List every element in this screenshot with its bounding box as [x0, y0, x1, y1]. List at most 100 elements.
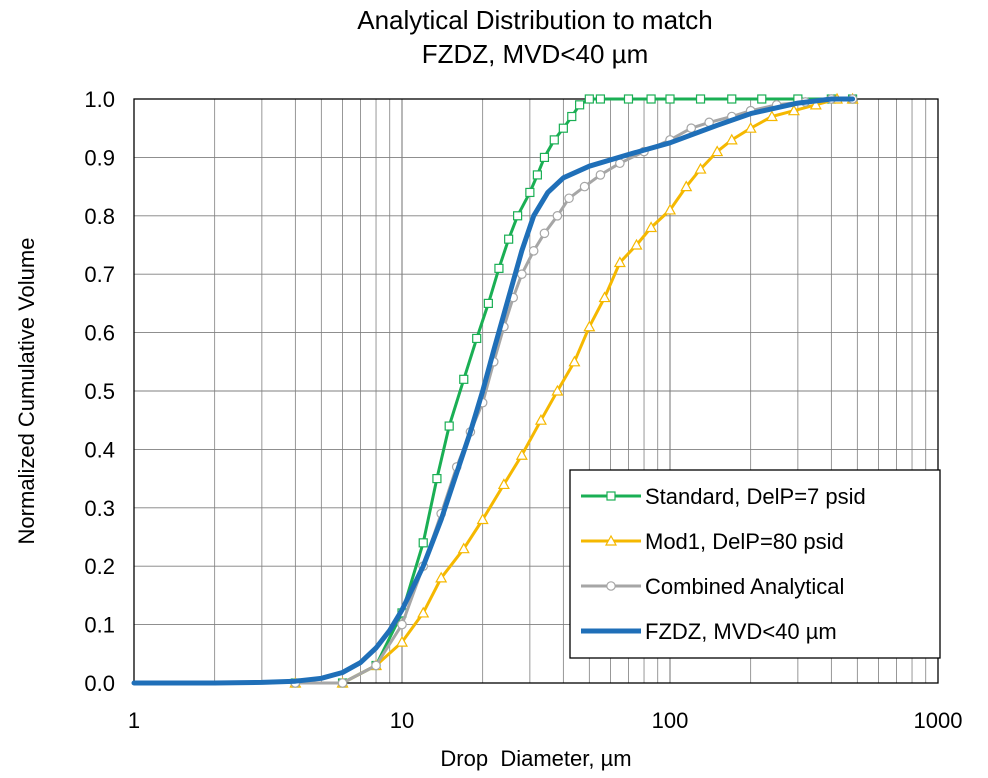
triangle-marker [694, 162, 707, 174]
square-marker [646, 94, 656, 104]
square-marker [472, 333, 482, 344]
square-marker [558, 123, 568, 133]
square-marker [549, 135, 559, 145]
plot-frame [133, 98, 939, 684]
triangle-marker [711, 145, 724, 157]
triangle-marker [630, 238, 643, 250]
circle-marker [528, 246, 539, 256]
triangle-marker [663, 203, 677, 215]
square-marker [584, 94, 594, 104]
x-tick-label: 10 [390, 708, 414, 733]
series-line [131, 96, 856, 686]
chart-title-line-2: FZDZ, MVD<40 µm [422, 39, 649, 69]
legend-box [569, 469, 941, 659]
x-tick-label: 100 [652, 708, 689, 733]
square-marker [525, 187, 535, 198]
triangle-marker [744, 121, 757, 133]
legend-item: Combined Analytical [581, 574, 844, 599]
square-marker [444, 421, 454, 431]
triangle-marker [551, 384, 564, 396]
circle-marker [595, 170, 606, 180]
legend-item: Standard, DelP=7 psid [581, 484, 866, 509]
triangle-marker [725, 133, 738, 145]
square-marker [757, 94, 767, 104]
square-marker [494, 263, 504, 273]
square-marker [418, 538, 428, 548]
square-marker [483, 298, 493, 308]
square-marker [695, 94, 706, 104]
y-tick-label: 0.8 [84, 204, 115, 229]
circle-marker [564, 193, 574, 204]
square-marker [665, 94, 675, 104]
triangle-marker [497, 478, 510, 490]
triangle-marker [435, 571, 448, 583]
y-tick-label: 1.0 [84, 87, 115, 112]
circle-marker [606, 581, 616, 591]
circle-marker [686, 123, 697, 133]
y-tick-label: 0.6 [84, 321, 115, 346]
legend-label: Combined Analytical [645, 574, 844, 599]
square-marker [513, 211, 523, 221]
triangle-marker [765, 110, 778, 122]
y-tick-label: 0.9 [84, 145, 115, 170]
legend-label: Mod1, DelP=80 psid [645, 529, 844, 554]
y-tick-label: 0.2 [84, 554, 115, 579]
triangle-marker [809, 98, 822, 110]
square-marker [459, 374, 469, 384]
triangle-marker [604, 534, 618, 546]
y-axis-label: Normalized Cumulative Volume [14, 238, 39, 545]
circle-marker [397, 619, 407, 630]
square-marker [606, 491, 616, 501]
triangle-marker [417, 606, 430, 618]
triangle-marker [395, 635, 409, 647]
circle-marker [371, 660, 381, 671]
circle-marker [579, 181, 590, 192]
x-tick-label: 1000 [914, 708, 963, 733]
square-marker [727, 94, 737, 104]
y-tick-label: 0.5 [84, 379, 115, 404]
circle-marker [517, 269, 527, 279]
triangle-marker [583, 320, 596, 332]
square-marker [504, 234, 514, 244]
square-marker [532, 170, 542, 180]
x-tick-label: 1 [128, 708, 140, 733]
series-3 [131, 96, 856, 686]
triangle-marker [787, 104, 800, 116]
legend-label: Standard, DelP=7 psid [645, 484, 866, 509]
legend-items: Standard, DelP=7 psid Mod1, DelP=80 psid C… [581, 484, 866, 644]
legend: Standard, DelP=7 psid Mod1, DelP=80 psid C… [569, 469, 941, 659]
legend-item: FZDZ, MVD<40 µm [581, 619, 837, 644]
series-0 [290, 94, 858, 688]
x-tick-labels: 1 10 100 1000 [128, 708, 963, 733]
legend-label: FZDZ, MVD<40 µm [645, 619, 837, 644]
triangle-marker [476, 513, 489, 525]
triangle-marker [457, 542, 470, 554]
square-marker [432, 474, 442, 484]
circle-marker [539, 228, 550, 239]
square-marker [595, 94, 606, 104]
circle-marker [552, 211, 563, 221]
triangle-marker [598, 291, 611, 303]
x-axis-label: Drop Diameter, µm [440, 746, 631, 771]
circle-marker [337, 678, 348, 688]
y-tick-label: 0.4 [84, 437, 115, 462]
legend-item: Mod1, DelP=80 psid [581, 529, 844, 554]
y-tick-label: 0.3 [84, 496, 115, 521]
chart-title-line-1: Analytical Distribution to match [357, 5, 712, 35]
triangle-marker [645, 221, 658, 233]
triangle-marker [568, 355, 581, 367]
y-tick-labels: 0.0 0.1 0.2 0.3 0.4 0.5 0.6 0.7 0.8 0.9 1.0 [84, 87, 115, 696]
triangle-marker [515, 449, 528, 460]
y-tick-label: 0.0 [84, 671, 115, 696]
square-marker [567, 111, 577, 122]
square-marker [539, 152, 550, 162]
y-tick-label: 0.7 [84, 262, 115, 287]
square-marker [623, 94, 634, 104]
series-layer [131, 92, 859, 688]
y-tick-label: 0.1 [84, 613, 115, 638]
triangle-marker [680, 180, 693, 192]
triangle-marker [534, 413, 547, 425]
square-marker [575, 100, 585, 110]
triangle-marker [613, 256, 626, 268]
